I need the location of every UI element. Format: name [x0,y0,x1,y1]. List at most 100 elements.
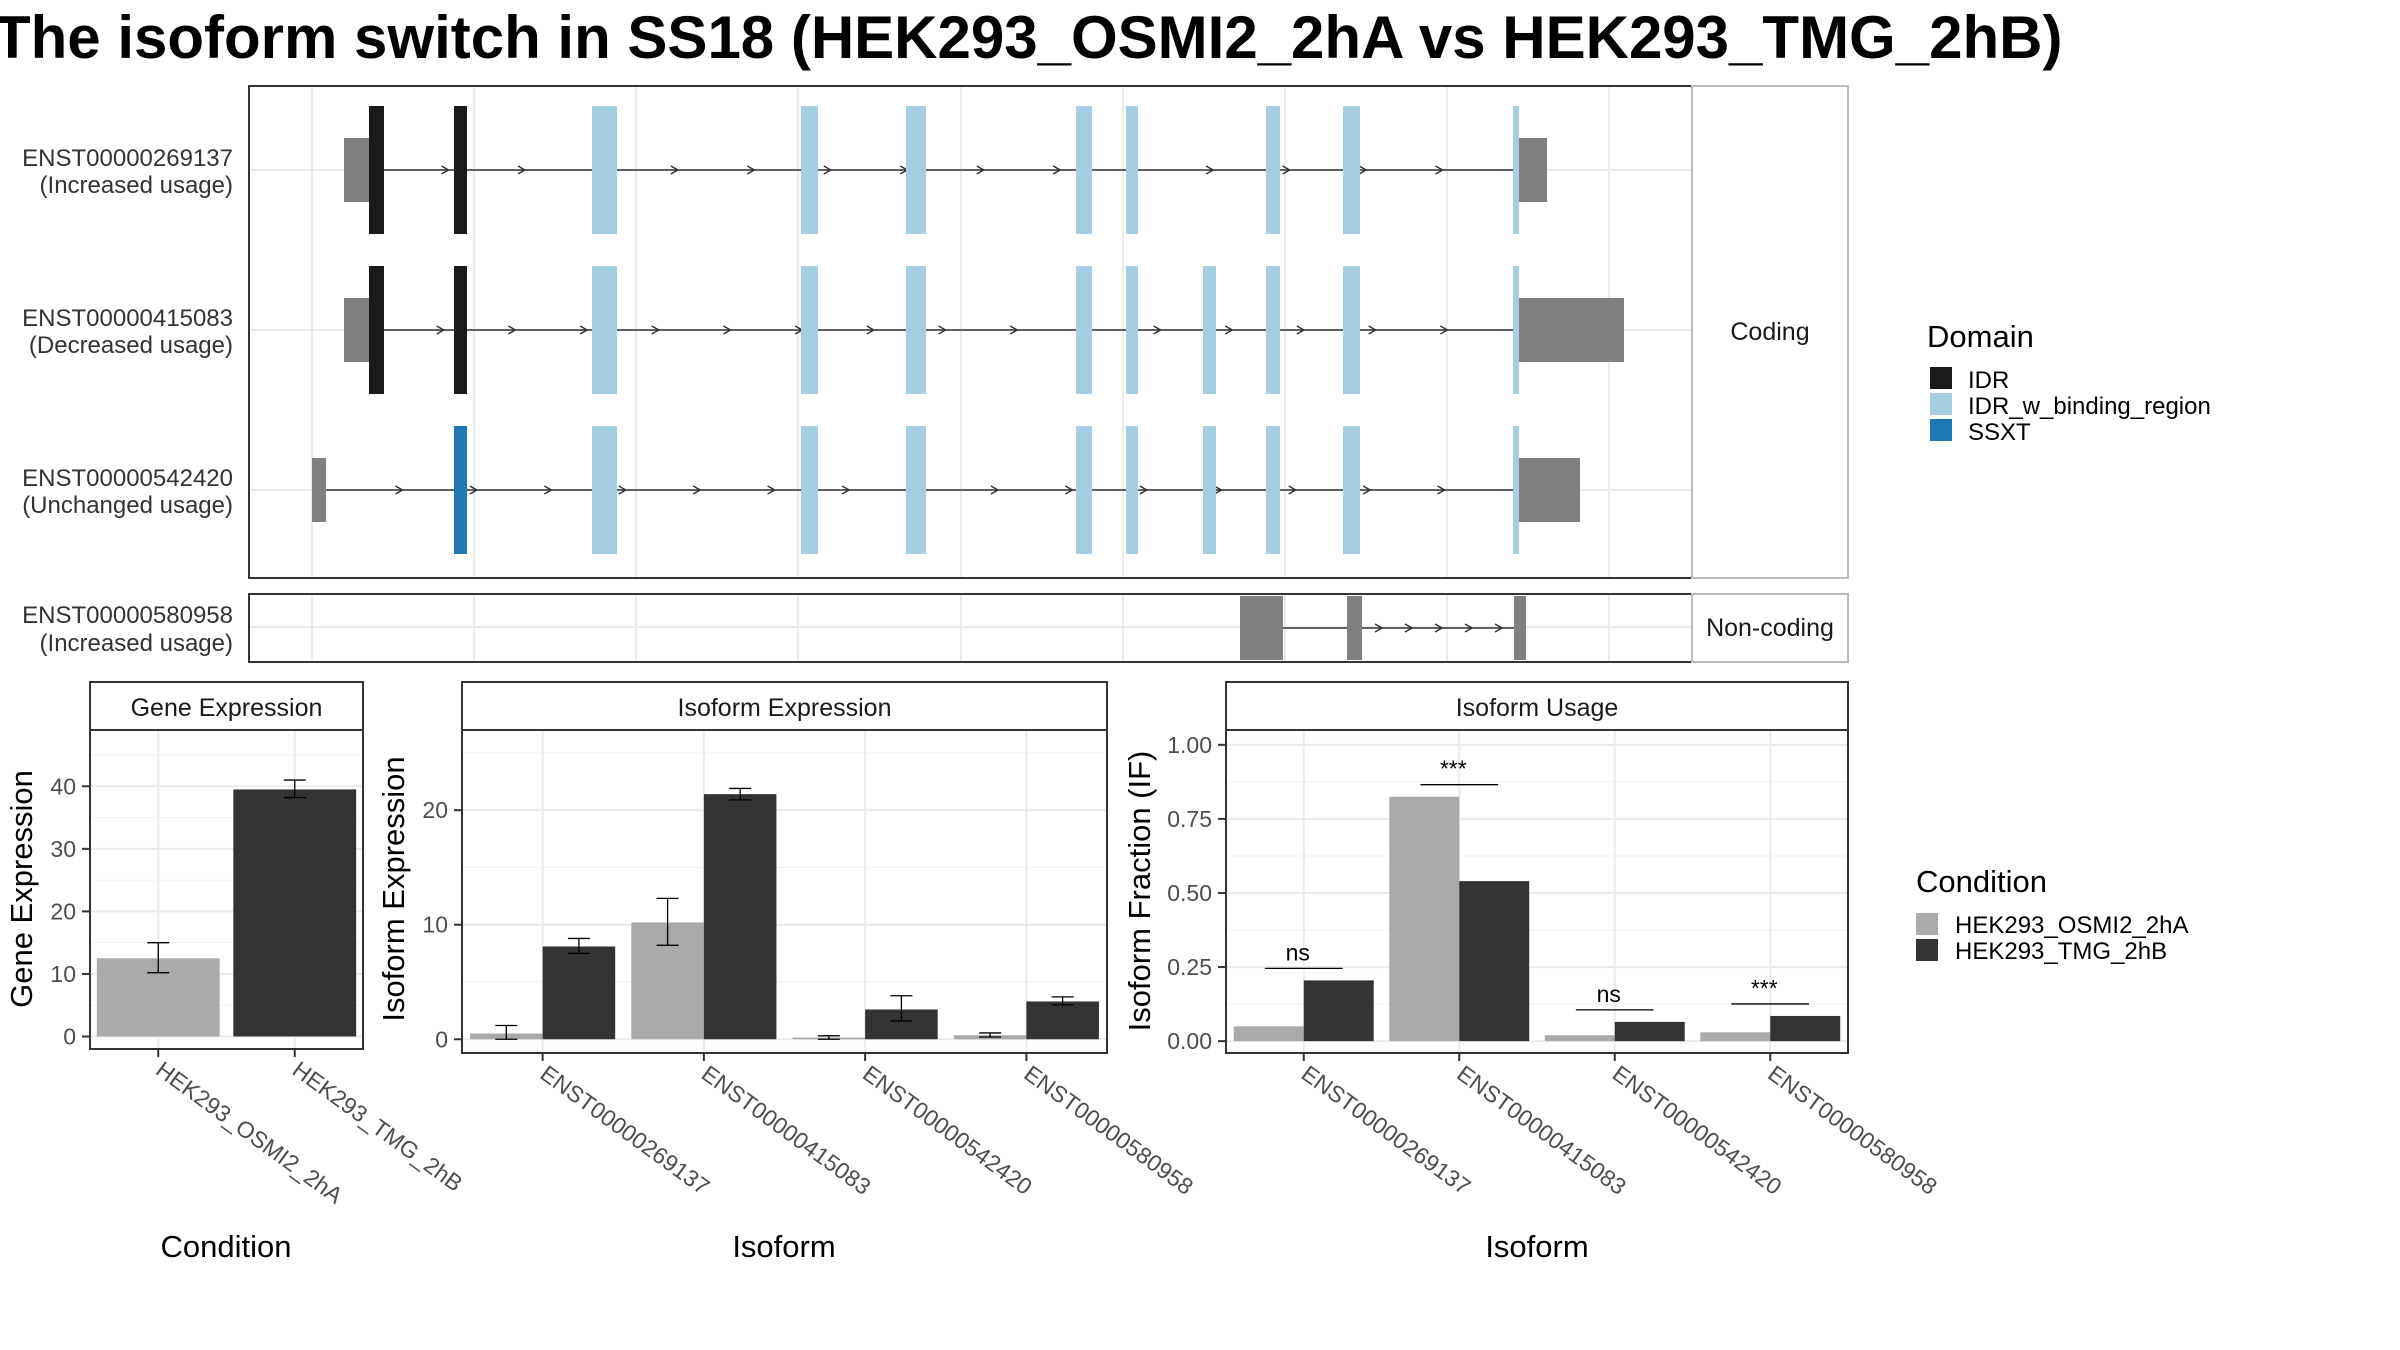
strip-gene-expression-label: Gene Expression [131,694,323,722]
intron-arrow [395,485,404,495]
intron-arrow [1052,165,1062,175]
intron-arrow [1009,325,1019,335]
cds-exon [592,266,607,394]
transcript-usage-label: (Increased usage) [40,172,233,199]
transcript-id-label: ENST00000269137 [22,145,233,172]
isoform-expression-panel: Isoform Expression 0 10 20 ENST000002691… [376,681,1198,1264]
y-tick-label: 0 [63,1023,76,1049]
strip-gene-expression [89,681,364,731]
cds-exon [801,266,818,394]
utr-block [1519,298,1624,362]
y-tick-label: 30 [50,836,76,862]
y-tick-label: 10 [50,961,76,987]
bar [1233,1026,1304,1042]
gene-expression-y-title: Gene Expression [4,770,39,1008]
cds-exon [1076,106,1092,234]
y-tick-label: 20 [50,898,76,924]
cds-exon [906,106,926,234]
x-tick-label: ENST00000415083 [1452,1060,1631,1200]
cds-exon [906,266,926,394]
y-tick-label: 20 [422,797,448,823]
noncoding-exon [1514,596,1526,660]
strip-isoform-expression [461,681,1108,731]
intron-arrow [1439,325,1449,335]
utr-block [312,458,326,522]
isoform-expression-y-axis: 0 10 20 [422,797,462,1052]
intron-arrow [441,165,450,175]
cds-exon [1076,266,1092,394]
strip-isoform-usage-label: Isoform Usage [1456,694,1619,722]
transcript-id-label: ENST00000415083 [22,305,233,332]
isoform-usage-panel: Isoform Usage 0.00 0.25 0.50 0.75 1.00 n… [1122,681,1942,1264]
intron-arrow [1362,485,1372,495]
legend-label-osmi2: HEK293_OSMI2_2hA [1955,912,2188,939]
coding-tracks [312,106,1624,554]
noncoding-tracks [1240,596,1526,660]
utr-block [1519,458,1580,522]
legend-key-idr-w-binding-region [1930,393,1952,415]
isoform-usage-significance: ns *** ns *** [1264,756,1810,1011]
intron-arrow [1213,485,1223,495]
strip-isoform-expression-label: Isoform Expression [678,694,892,722]
transcript-id-label: ENST00000542420 [22,465,233,492]
cds-exon [454,426,467,554]
cds-exon [369,266,384,394]
intron-arrow [1205,165,1215,175]
legend-key-ssxt [1930,419,1952,441]
x-tick-label: ENST00000269137 [536,1060,715,1200]
intron-arrow [1437,485,1447,495]
intron-arrow [517,165,527,175]
intron-arrow [1435,165,1445,175]
intron-arrow [1224,325,1234,335]
gene-expression-x-title: Condition [161,1229,292,1264]
isoform-usage-y-title: Isoform Fraction (IF) [1122,751,1157,1032]
intron-arrow [651,325,661,335]
legend-label-tmg: HEK293_TMG_2hB [1955,938,2167,965]
noncoding-grid [250,595,1691,661]
cds-exon [801,106,818,234]
cds-exon [592,106,607,234]
bar [1544,1035,1615,1042]
bar [1459,881,1530,1042]
cds-exon [454,106,467,234]
cds-exon [1513,426,1519,554]
transcript-labels: ENST00000269137 (Increased usage) ENST00… [22,145,233,657]
cds-exon [906,426,926,554]
figure-title: The isoform switch in SS18 (HEK293_OSMI2… [0,4,2062,71]
x-tick-label: ENST00000415083 [697,1060,876,1200]
isoform-usage-x-axis: ENST00000269137 ENST00000415083 ENST0000… [1297,1053,1942,1200]
utr-block [1519,138,1547,202]
utr-block [344,298,369,362]
cds-exon [1513,266,1519,394]
cds-exon [1076,426,1092,554]
cds-exon [604,426,617,554]
cds-exon [592,426,607,554]
x-tick-label: ENST00000580958 [1763,1060,1942,1200]
condition-legend-title: Condition [1916,864,2047,899]
strip-coding: Coding [1691,85,1849,579]
intron-arrow [723,325,732,335]
significance-label: *** [1751,975,1778,1001]
legend-key-osmi2 [1916,913,1938,935]
intron-arrow [670,165,680,175]
legend-key-tmg [1916,939,1938,961]
strip-noncoding: Non-coding [1691,593,1849,663]
y-tick-label: 0.75 [1167,806,1212,832]
legend-label-ssxt: SSXT [1968,419,2031,446]
intron-arrow [692,485,702,495]
cds-exon [454,266,467,394]
intron-arrow [1434,623,1444,633]
intron-arrow [1374,623,1384,633]
y-tick-label: 0.25 [1167,954,1212,980]
significance-label: ns [1597,981,1621,1007]
cds-exon [1513,106,1519,234]
legend-label-idr-w-binding-region: IDR_w_binding_region [1968,393,2211,420]
intron-arrow [579,325,589,335]
intron-arrow [866,325,876,335]
coding-facet-panel [248,85,1693,579]
intron-arrow [767,485,777,495]
domain-legend: Domain IDR IDR_w_binding_region SSXT [1927,319,2211,446]
isoform-expression-y-title: Isoform Expression [376,756,411,1021]
strip-isoform-usage [1225,681,1849,731]
